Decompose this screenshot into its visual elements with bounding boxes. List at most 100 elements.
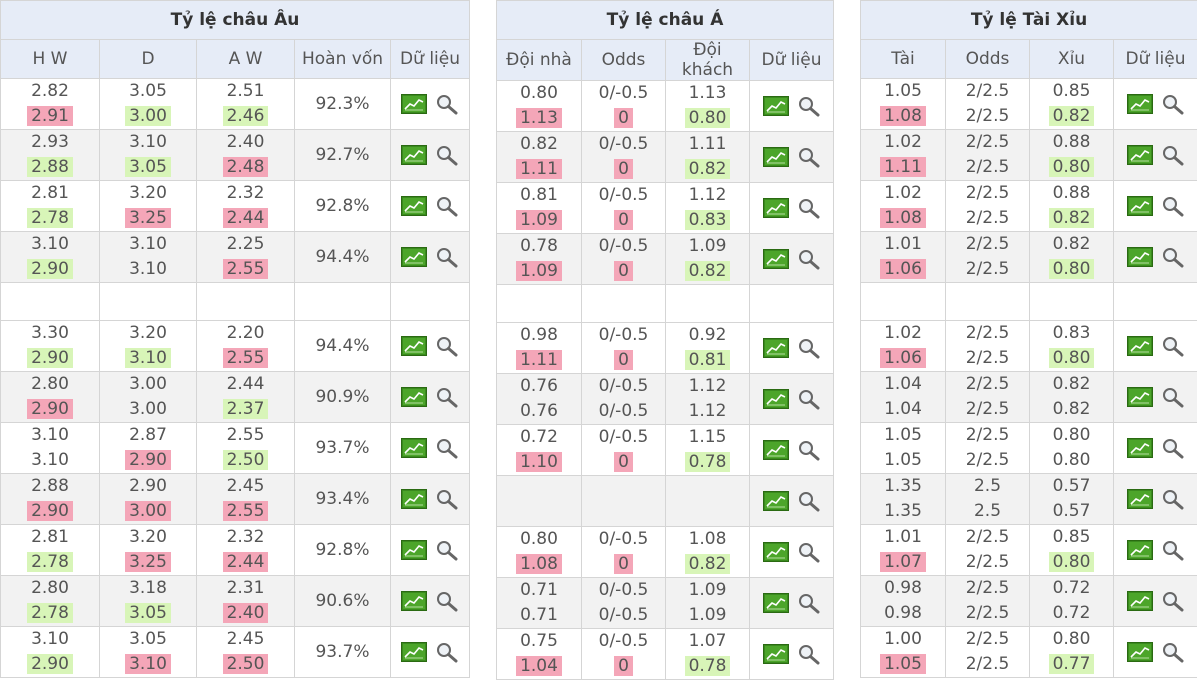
home-win-odds-opening: 3.10 bbox=[31, 234, 69, 254]
line-chart-icon[interactable] bbox=[1126, 540, 1153, 560]
return-rate-cell: 93.7% bbox=[294, 422, 391, 474]
away-odds-opening: 1.08 bbox=[688, 529, 727, 549]
away-odds: 1.11 0.82 bbox=[665, 131, 750, 183]
home-odds-opening: 0.80 bbox=[520, 83, 558, 103]
line-chart-icon[interactable] bbox=[1126, 336, 1153, 356]
data-actions-cell bbox=[1113, 371, 1197, 423]
magnifier-icon[interactable] bbox=[797, 490, 821, 512]
col-over: Tài bbox=[860, 39, 946, 79]
home-win-odds-current: 2.90 bbox=[27, 654, 73, 674]
home-odds-current: 1.11 bbox=[516, 159, 562, 179]
line-chart-icon[interactable] bbox=[401, 247, 428, 267]
line-chart-icon[interactable] bbox=[401, 489, 428, 509]
magnifier-icon[interactable] bbox=[1161, 144, 1185, 166]
line-chart-icon[interactable] bbox=[762, 249, 789, 269]
magnifier-icon[interactable] bbox=[435, 437, 459, 459]
magnifier-icon[interactable] bbox=[797, 439, 821, 461]
line-chart-icon[interactable] bbox=[762, 644, 789, 664]
away-win-odds: 2.55 2.50 bbox=[196, 422, 295, 474]
magnifier-icon[interactable] bbox=[797, 643, 821, 665]
magnifier-icon[interactable] bbox=[435, 488, 459, 510]
line-chart-icon[interactable] bbox=[1126, 94, 1153, 114]
return-rate-cell: 90.9% bbox=[294, 371, 391, 423]
home-win-odds: 3.10 2.90 bbox=[0, 231, 100, 283]
magnifier-icon[interactable] bbox=[435, 641, 459, 663]
under-odds: 0.80 0.80 bbox=[1029, 422, 1114, 474]
empty-cell bbox=[860, 282, 946, 321]
magnifier-icon[interactable] bbox=[1161, 488, 1185, 510]
line-chart-icon[interactable] bbox=[401, 336, 428, 356]
line-chart-icon[interactable] bbox=[1126, 438, 1153, 458]
line-chart-icon[interactable] bbox=[401, 145, 428, 165]
magnifier-icon[interactable] bbox=[435, 335, 459, 357]
line-chart-icon[interactable] bbox=[1126, 591, 1153, 611]
over-odds: 1.02 1.06 bbox=[860, 320, 946, 372]
line-chart-icon[interactable] bbox=[762, 198, 789, 218]
away-win-odds-opening: 2.45 bbox=[226, 629, 265, 649]
line-chart-icon[interactable] bbox=[762, 491, 789, 511]
line-chart-icon[interactable] bbox=[1126, 489, 1153, 509]
line-chart-icon[interactable] bbox=[1126, 196, 1153, 216]
draw-odds: 3.10 3.05 bbox=[99, 129, 197, 181]
magnifier-icon[interactable] bbox=[1161, 641, 1185, 663]
line-chart-icon[interactable] bbox=[401, 591, 428, 611]
line-chart-icon[interactable] bbox=[762, 542, 789, 562]
line-chart-icon[interactable] bbox=[762, 147, 789, 167]
magnifier-icon[interactable] bbox=[797, 388, 821, 410]
table-row: 0.78 1.09 0/-0.5 0 1.09 0.82 bbox=[496, 233, 835, 285]
magnifier-icon[interactable] bbox=[1161, 335, 1185, 357]
magnifier-icon[interactable] bbox=[797, 146, 821, 168]
home-odds-current: 1.09 bbox=[516, 261, 562, 281]
magnifier-icon[interactable] bbox=[797, 337, 821, 359]
line-chart-icon[interactable] bbox=[401, 387, 428, 407]
magnifier-icon[interactable] bbox=[435, 246, 459, 268]
away-odds-opening: 1.12 bbox=[688, 185, 727, 205]
line-chart-icon[interactable] bbox=[401, 94, 428, 114]
magnifier-icon[interactable] bbox=[435, 144, 459, 166]
line-chart-icon[interactable] bbox=[762, 440, 789, 460]
under-odds-current: 0.72 bbox=[1052, 603, 1091, 623]
magnifier-icon[interactable] bbox=[1161, 437, 1185, 459]
magnifier-icon[interactable] bbox=[1161, 246, 1185, 268]
magnifier-icon[interactable] bbox=[435, 195, 459, 217]
magnifier-icon[interactable] bbox=[1161, 195, 1185, 217]
magnifier-icon[interactable] bbox=[435, 539, 459, 561]
line-chart-icon[interactable] bbox=[1126, 247, 1153, 267]
magnifier-icon[interactable] bbox=[797, 592, 821, 614]
over-odds-opening: 1.35 bbox=[884, 476, 922, 496]
magnifier-icon[interactable] bbox=[797, 95, 821, 117]
line-chart-icon[interactable] bbox=[401, 196, 428, 216]
away-odds-current: 0.80 bbox=[684, 108, 731, 128]
handicap-line-opening: 0/-0.5 bbox=[598, 185, 649, 205]
magnifier-icon[interactable] bbox=[435, 590, 459, 612]
draw-odds: 2.90 3.00 bbox=[99, 473, 197, 525]
line-chart-icon[interactable] bbox=[1126, 387, 1153, 407]
line-chart-icon[interactable] bbox=[762, 593, 789, 613]
line-chart-icon[interactable] bbox=[401, 438, 428, 458]
line-chart-icon[interactable] bbox=[1126, 642, 1153, 662]
total-line-current: 2/2.5 bbox=[965, 654, 1010, 674]
away-odds: 1.09 1.09 bbox=[665, 577, 750, 629]
magnifier-icon[interactable] bbox=[435, 386, 459, 408]
table-row: 2.80 2.90 3.00 3.00 2.44 2.37 90.9% bbox=[0, 371, 471, 423]
table-row: 1.35 1.35 2.5 2.5 0.57 0.57 bbox=[860, 473, 1197, 525]
line-chart-icon[interactable] bbox=[401, 642, 428, 662]
line-chart-icon[interactable] bbox=[401, 540, 428, 560]
magnifier-icon[interactable] bbox=[1161, 386, 1185, 408]
magnifier-icon[interactable] bbox=[1161, 590, 1185, 612]
line-chart-icon[interactable] bbox=[762, 389, 789, 409]
magnifier-icon[interactable] bbox=[797, 248, 821, 270]
line-chart-icon[interactable] bbox=[1126, 145, 1153, 165]
handicap-line: 0/-0.5 0/-0.5 bbox=[581, 577, 666, 629]
line-chart-icon[interactable] bbox=[762, 96, 789, 116]
home-odds-current: 1.08 bbox=[516, 554, 562, 574]
under-odds: 0.80 0.77 bbox=[1029, 626, 1114, 678]
home-odds-current: 1.04 bbox=[516, 656, 562, 676]
magnifier-icon[interactable] bbox=[1161, 93, 1185, 115]
magnifier-icon[interactable] bbox=[435, 93, 459, 115]
line-chart-icon[interactable] bbox=[762, 338, 789, 358]
magnifier-icon[interactable] bbox=[797, 197, 821, 219]
magnifier-icon[interactable] bbox=[1161, 539, 1185, 561]
over-odds-current: 0.98 bbox=[884, 603, 922, 623]
magnifier-icon[interactable] bbox=[797, 541, 821, 563]
